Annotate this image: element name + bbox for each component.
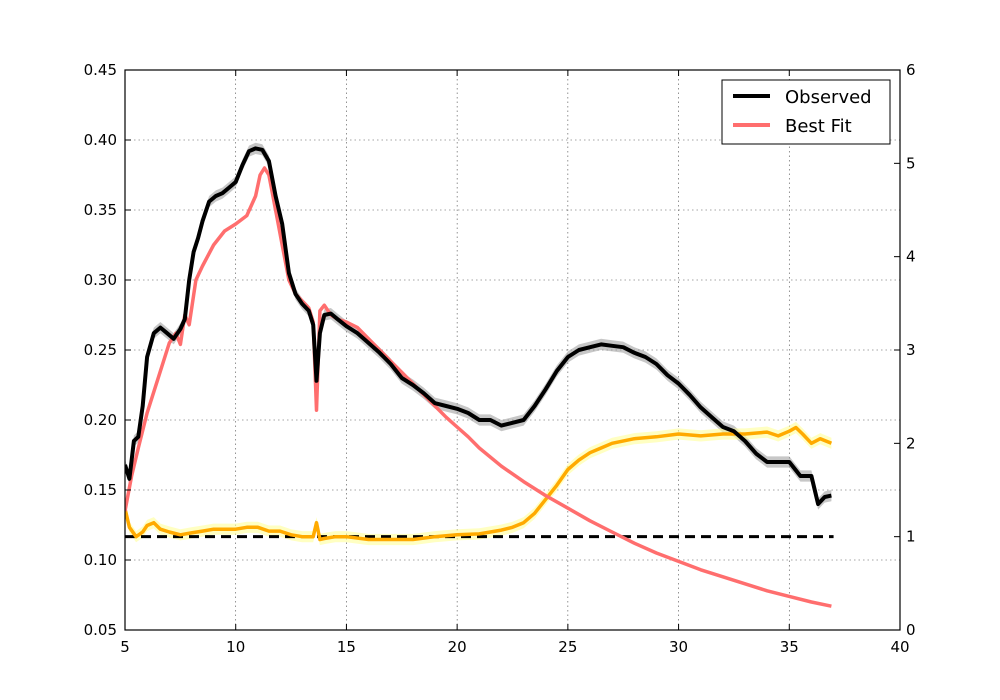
y-tick-label: 0.30 [84, 271, 117, 289]
y2-tick-label: 2 [906, 434, 916, 452]
x-tick-label: 35 [780, 638, 799, 656]
y2-tick-label: 5 [906, 154, 916, 172]
legend-label-best-fit: Best Fit [785, 116, 852, 137]
x-tick-label: 5 [120, 638, 130, 656]
y2-tick-label: 0 [906, 621, 916, 639]
series-layer [125, 142, 834, 608]
x-tick-label: 20 [448, 638, 467, 656]
y-tick-label: 0.45 [84, 61, 117, 79]
legend-label-observed: Observed [785, 87, 872, 108]
y-tick-label: 0.15 [84, 481, 117, 499]
legend: Observed Best Fit [721, 79, 891, 145]
y2-tick-label: 3 [906, 341, 916, 359]
y2-tick-label: 6 [906, 61, 916, 79]
tick-layer: 5 10 15 20 25 30 35 400.050.100.150.200.250.300… [84, 61, 916, 656]
y-tick-label: 0.40 [84, 131, 117, 149]
x-tick-label: 15 [337, 638, 356, 656]
y-tick-label: 0.05 [84, 621, 117, 639]
x-tick-label: 25 [558, 638, 577, 656]
observed-line [125, 146, 832, 506]
x-tick-label: 10 [226, 638, 245, 656]
y2-tick-label: 1 [906, 528, 916, 546]
y-tick-label: 0.20 [84, 411, 117, 429]
x-tick-label: 30 [669, 638, 688, 656]
legend-box [721, 79, 891, 145]
y-tick-label: 0.35 [84, 201, 117, 219]
y2-tick-label: 4 [906, 248, 916, 266]
x-tick-label: 40 [890, 638, 909, 656]
y-tick-label: 0.10 [84, 551, 117, 569]
y-tick-label: 0.25 [84, 341, 117, 359]
ratio-line [125, 425, 833, 542]
